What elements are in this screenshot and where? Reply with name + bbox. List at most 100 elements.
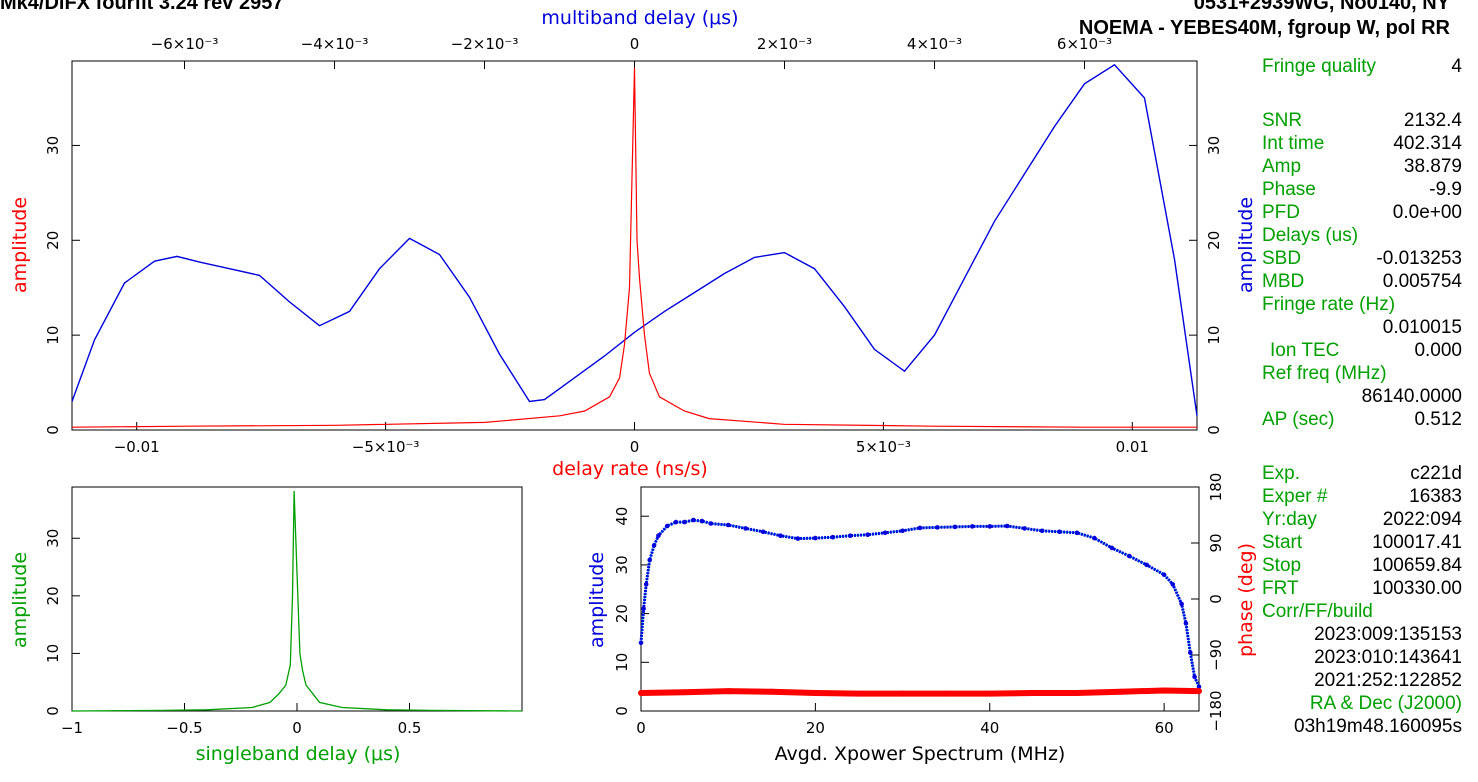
xpower-phase-point (943, 690, 950, 697)
exp-value: c221d (1410, 463, 1462, 484)
rate-x-tick-label: 0.01 (1116, 438, 1149, 456)
sb-y-tick-label: 0 (44, 706, 62, 716)
mbd-label: MBD (1262, 271, 1305, 292)
xpower-amplitude-point (1192, 674, 1197, 680)
mbd-amplitude-axis-title: amplitude (1235, 197, 1257, 293)
xpower-amplitude-point (638, 640, 644, 646)
xpower-amplitude-point (708, 521, 714, 526)
phase-value: -9.9 (1429, 179, 1462, 200)
xpower-amplitude-point (691, 517, 696, 523)
snr-row: SNR 2132.4 (1262, 110, 1462, 132)
xpower-amplitude-point (643, 582, 649, 587)
xpower-phase-point (1196, 688, 1202, 695)
ap-label: AP (sec) (1262, 409, 1335, 430)
xpower-phase-point (856, 690, 862, 697)
exper-label: Exper # (1262, 486, 1328, 507)
xpower-amplitude-point (1074, 530, 1080, 536)
exp-row: Exp. c221d (1262, 463, 1462, 485)
corr-date-3: 2021:252:122852 (1314, 670, 1462, 691)
xpower-phase-point (1073, 690, 1080, 696)
xpower-phase-point (725, 688, 732, 695)
mbd-y-tick-label: 0 (1205, 425, 1223, 435)
sb-y-tick-label: 30 (44, 529, 62, 548)
singleband-axis-title: singleband delay (μs) (196, 743, 401, 765)
sbd-label: SBD (1262, 248, 1302, 269)
xpower-amplitude-point (1188, 650, 1193, 655)
phase-row: Phase -9.9 (1262, 179, 1462, 201)
mbd-y-tick-label: 30 (1205, 136, 1223, 155)
fringe-rate-heading: Fringe rate (Hz) (1262, 294, 1396, 315)
xpower-amplitude-point (987, 524, 993, 529)
xp-x-tick-label: 60 (1155, 719, 1174, 737)
rate-x-tick-label: 5×10⁻³ (856, 438, 911, 456)
fringe-quality-value: 4 (1451, 56, 1462, 77)
mbd-x-tick-label: −2×10⁻³ (451, 35, 519, 53)
xpower-phase-point (986, 690, 993, 697)
xp-phase-tick-label: 0 (1207, 594, 1225, 604)
xpower-plot: 0 20 40 60 0 10 20 30 40 −180 −90 0 90 180 Avgd. Xpow… (586, 473, 1257, 765)
xpower-amplitude-point (778, 533, 783, 538)
ion-tec-label: Ion TEC (1270, 340, 1340, 361)
mbd-x-tick-label: −6×10⁻³ (151, 35, 219, 53)
xpower-phase-point (1117, 688, 1124, 695)
rate-y-tick-label: 10 (44, 326, 62, 345)
corr-date-2: 2023:010:143641 (1314, 647, 1462, 668)
radec-heading: RA & Dec (J2000) (1309, 693, 1462, 714)
rate-y-tick-label: 0 (44, 425, 62, 435)
mbd-row: MBD 0.005754 (1262, 271, 1462, 293)
xpower-amplitude-point (917, 525, 923, 531)
xpower-amplitude-point (900, 528, 905, 534)
xpower-axis-title: Avgd. Xpower Spectrum (MHz) (775, 743, 1066, 765)
sb-x-tick-label: −1 (61, 719, 83, 737)
xpower-amplitude-point (1179, 601, 1184, 607)
xpower-amplitude-point (656, 533, 661, 538)
delay-rate-axis-title: delay rate (ns/s) (552, 458, 708, 480)
corr-heading: Corr/FF/build (1262, 601, 1373, 622)
rate-x-tick-label: 0 (630, 438, 640, 456)
sb-x-tick-label: 0 (292, 719, 302, 737)
xpower-phase-point (768, 688, 775, 695)
mbd-y-tick-label: 20 (1205, 231, 1223, 250)
sbd-row: SBD -0.013253 (1262, 248, 1462, 270)
xpower-phase-point (812, 690, 819, 696)
xpower-amplitude-point (651, 543, 657, 548)
delays-heading: Delays (us) (1262, 225, 1359, 246)
mbd-x-tick-label: 0 (630, 35, 640, 53)
ref-freq-value: 86140.0000 (1361, 386, 1462, 407)
xpower-amplitude-point (725, 522, 731, 528)
xpower-phase-point (1161, 687, 1168, 694)
fringe-quality-row: Fringe quality 4 (1262, 56, 1462, 78)
exp-label: Exp. (1262, 463, 1301, 484)
xpower-amplitude-point (795, 536, 801, 541)
header-right-title: 0531+2939WG, No0140, NY (1193, 0, 1450, 14)
xp-y-tick-label: 0 (613, 706, 631, 716)
singleband-delay-line (71, 490, 523, 712)
exper-value: 16383 (1409, 486, 1462, 507)
sb-x-tick-label: −0.5 (166, 719, 202, 737)
fringe-rate-value: 0.010015 (1382, 317, 1462, 338)
rate-x-tick-label: −5×10⁻³ (352, 438, 420, 456)
stop-value: 100659.84 (1372, 555, 1462, 576)
xp-phase-tick-label: −180 (1207, 690, 1225, 731)
xpower-amplitude-point (848, 533, 853, 538)
xpower-amplitude-point (970, 524, 975, 529)
xpower-amplitude-point (743, 526, 748, 531)
xpower-amplitude-point (1127, 553, 1132, 559)
xpower-amplitude-point (1170, 582, 1176, 587)
sb-y-tick-label: 10 (44, 644, 62, 663)
xpower-amplitude-point (1057, 529, 1062, 535)
xpower-phase-point (899, 690, 906, 697)
rate-y-tick-label: 30 (44, 136, 62, 155)
xpower-amplitude-point (1183, 621, 1189, 626)
xpower-amplitude-point (882, 530, 888, 536)
frt-label: FRT (1262, 578, 1299, 599)
xpower-amplitude-point (1039, 528, 1045, 534)
xp-x-tick-label: 0 (636, 719, 646, 737)
sbd-value: -0.013253 (1376, 248, 1462, 269)
xpower-amplitude-point (1109, 545, 1115, 551)
start-row: Start 100017.41 (1262, 532, 1462, 554)
yrday-value: 2022:094 (1382, 509, 1462, 530)
frt-value: 100330.00 (1372, 578, 1462, 599)
mbd-x-tick-label: 2×10⁻³ (757, 35, 812, 53)
ap-row: AP (sec) 0.512 (1262, 409, 1462, 431)
